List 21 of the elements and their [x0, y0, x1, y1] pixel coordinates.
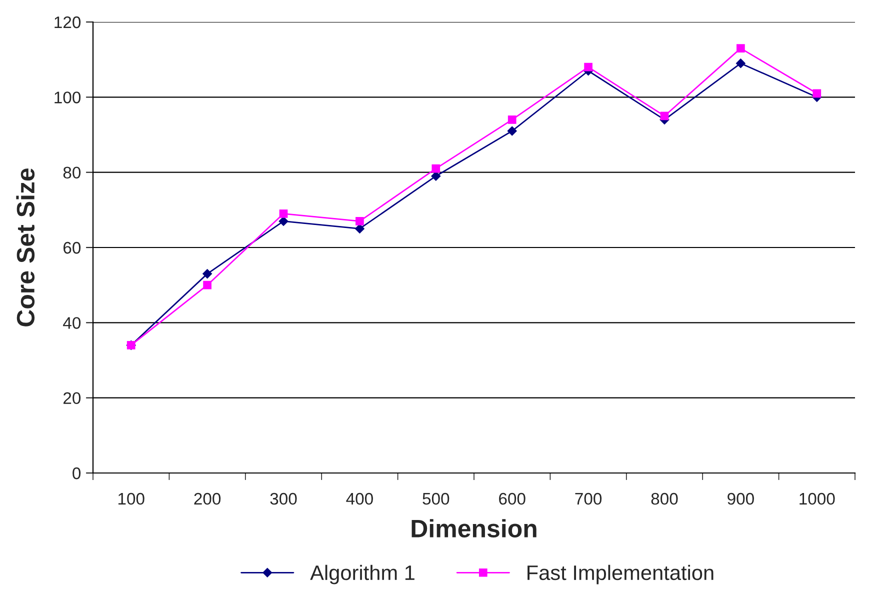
y-tick-label: 120 [54, 16, 81, 28]
x-tick-label: 600 [499, 492, 526, 505]
x-tick-label: 1000 [800, 492, 835, 505]
y-tick-label: 80 [63, 166, 81, 179]
x-tick-label: 400 [346, 492, 373, 505]
y-tick-label: 100 [54, 92, 81, 104]
x-axis-title: Dimension [412, 519, 536, 538]
x-tick-label: 100 [118, 492, 144, 505]
legend-label: Fast Implementation [528, 564, 714, 584]
x-tick-label: 200 [194, 492, 221, 505]
x-tick-label: 300 [270, 492, 297, 505]
x-tick-label: 700 [575, 492, 602, 505]
legend-label: Algorithm 1 [310, 564, 414, 584]
y-tick-label: 20 [63, 392, 81, 404]
y-axis-title: Core Set Size [16, 168, 35, 326]
x-tick-label: 900 [728, 492, 754, 505]
x-tick-label: 800 [651, 492, 678, 505]
y-tick-label: 0 [72, 467, 81, 480]
x-tick-label: 500 [422, 492, 450, 505]
y-tick-label: 60 [64, 242, 81, 254]
y-tick-label: 40 [63, 317, 81, 329]
